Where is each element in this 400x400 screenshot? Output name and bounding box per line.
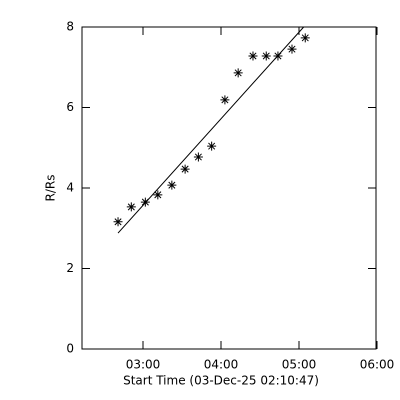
data-point	[220, 95, 230, 105]
x-tick-label: 03:00	[126, 358, 161, 372]
x-tick-label: 05:00	[282, 358, 317, 372]
data-point	[113, 217, 123, 227]
data-point	[180, 164, 190, 174]
data-point	[300, 33, 310, 43]
fit-line	[117, 26, 305, 234]
x-tick-label: 04:00	[204, 358, 239, 372]
data-point	[287, 44, 297, 54]
y-axis-label: R/Rs	[44, 175, 58, 202]
data-point	[153, 190, 163, 200]
plot-frame	[81, 26, 377, 350]
y-tick-label: 2	[66, 261, 74, 275]
y-tick-label: 6	[66, 100, 74, 114]
x-axis-label: Start Time (03-Dec-25 02:10:47)	[123, 374, 319, 388]
data-point	[193, 152, 203, 162]
data-point	[261, 51, 271, 61]
y-tick-label: 8	[66, 20, 74, 34]
data-point	[126, 202, 136, 212]
x-tick-label: 06:00	[360, 358, 395, 372]
y-tick-label: 0	[66, 342, 74, 356]
data-point	[233, 68, 243, 78]
data-point	[167, 180, 177, 190]
data-point	[248, 51, 258, 61]
y-tick-label: 4	[66, 181, 74, 195]
data-point	[207, 141, 217, 151]
